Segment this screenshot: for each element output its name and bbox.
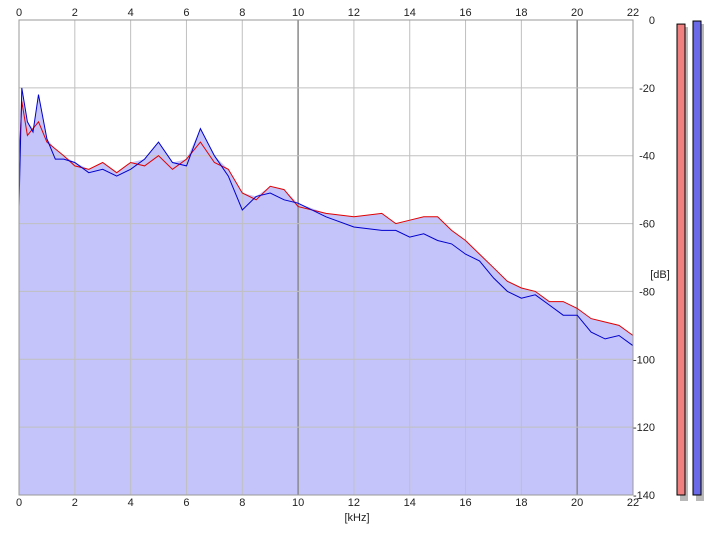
x-tick-labels-top: 0 2 4 6 8 10 12 14 16 18 20 22: [16, 7, 639, 19]
y-tick-label: 0: [649, 15, 655, 27]
x-tick-label-bottom: 6: [183, 497, 189, 509]
x-tick-label-bottom: 0: [16, 497, 22, 509]
x-axis-label: [kHz]: [344, 512, 369, 524]
x-tick-label-top: 4: [128, 7, 134, 19]
y-tick-label: -80: [639, 286, 655, 298]
y-tick-labels: 0 -20 -40 -60 -80 -100 -120 -140: [633, 15, 655, 502]
y-tick-label: -140: [633, 490, 655, 502]
y-tick-label: -60: [639, 219, 655, 231]
level-meters: [676, 20, 704, 502]
plot-grid: [19, 20, 633, 495]
y-tick-label: -40: [639, 151, 655, 163]
x-tick-label-bottom: 4: [128, 497, 134, 509]
x-tick-label-bottom: 14: [404, 497, 416, 509]
x-tick-label-top: 0: [16, 7, 22, 19]
series-blue-line: [18, 87, 634, 347]
x-tick-label-bottom: 22: [627, 497, 639, 509]
x-tick-label-bottom: 16: [459, 497, 471, 509]
x-tick-label-top: 18: [515, 7, 527, 19]
x-tick-label-top: 10: [292, 7, 304, 19]
x-tick-label-top: 8: [239, 7, 245, 19]
y-axis-label: [dB]: [650, 269, 670, 281]
x-tick-label-bottom: 2: [72, 497, 78, 509]
x-tick-labels-bottom: 0 2 4 6 8 10 12 14 16 18 20 22: [16, 497, 639, 509]
x-tick-label-bottom: 18: [515, 497, 527, 509]
x-tick-label-bottom: 12: [348, 497, 360, 509]
x-tick-label-top: 6: [183, 7, 189, 19]
plot-frame: [18, 19, 634, 496]
x-tick-label-top: 14: [404, 7, 416, 19]
x-tick-label-top: 16: [459, 7, 471, 19]
x-tick-label-bottom: 8: [239, 497, 245, 509]
x-tick-label-top: 22: [627, 7, 639, 19]
x-tick-label-top: 20: [571, 7, 583, 19]
level-meter-bar: [676, 23, 686, 496]
y-tick-label: -20: [639, 83, 655, 95]
x-tick-label-bottom: 10: [292, 497, 304, 509]
x-tick-label-bottom: 20: [571, 497, 583, 509]
y-tick-label: -100: [633, 354, 655, 366]
x-tick-label-top: 2: [72, 7, 78, 19]
y-tick-label: -120: [633, 422, 655, 434]
level-meter-bar: [692, 20, 702, 496]
x-tick-label-top: 12: [348, 7, 360, 19]
